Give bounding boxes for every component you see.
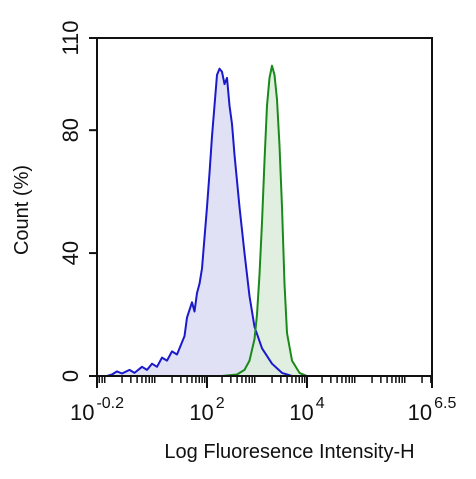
y-axis-title: Count (%) (11, 165, 33, 255)
x-tick-label: 10 -0.2 (70, 395, 124, 425)
y-tick-label: 0 (58, 370, 83, 382)
y-tick-label: 40 (58, 241, 83, 265)
series-2-line (221, 64, 308, 377)
x-axis-title: Log Fluoresence Intensity-H (164, 441, 414, 463)
plot-frame (96, 37, 433, 377)
x-axis-minor-ticks (98, 376, 432, 383)
x-axis-tick-labels: 10 -0.2 10 2 10 4 10 6.5 (70, 395, 456, 425)
histogram-fills (107, 65, 307, 376)
series-1-line (106, 67, 293, 377)
y-tick-label: 80 (58, 118, 83, 142)
y-axis-ticks (89, 37, 97, 377)
x-tick-label: 10 2 (189, 395, 224, 425)
series-1-area (107, 68, 292, 376)
histogram-lines (106, 64, 308, 377)
y-axis-tick-labels: 0 40 80 110 (58, 20, 83, 382)
series-2-area (222, 65, 307, 376)
x-tick-label: 10 6.5 (408, 395, 457, 425)
x-tick-label: 10 4 (289, 395, 324, 425)
y-tick-label: 110 (58, 20, 83, 55)
x-axis-major-ticks (96, 376, 433, 388)
